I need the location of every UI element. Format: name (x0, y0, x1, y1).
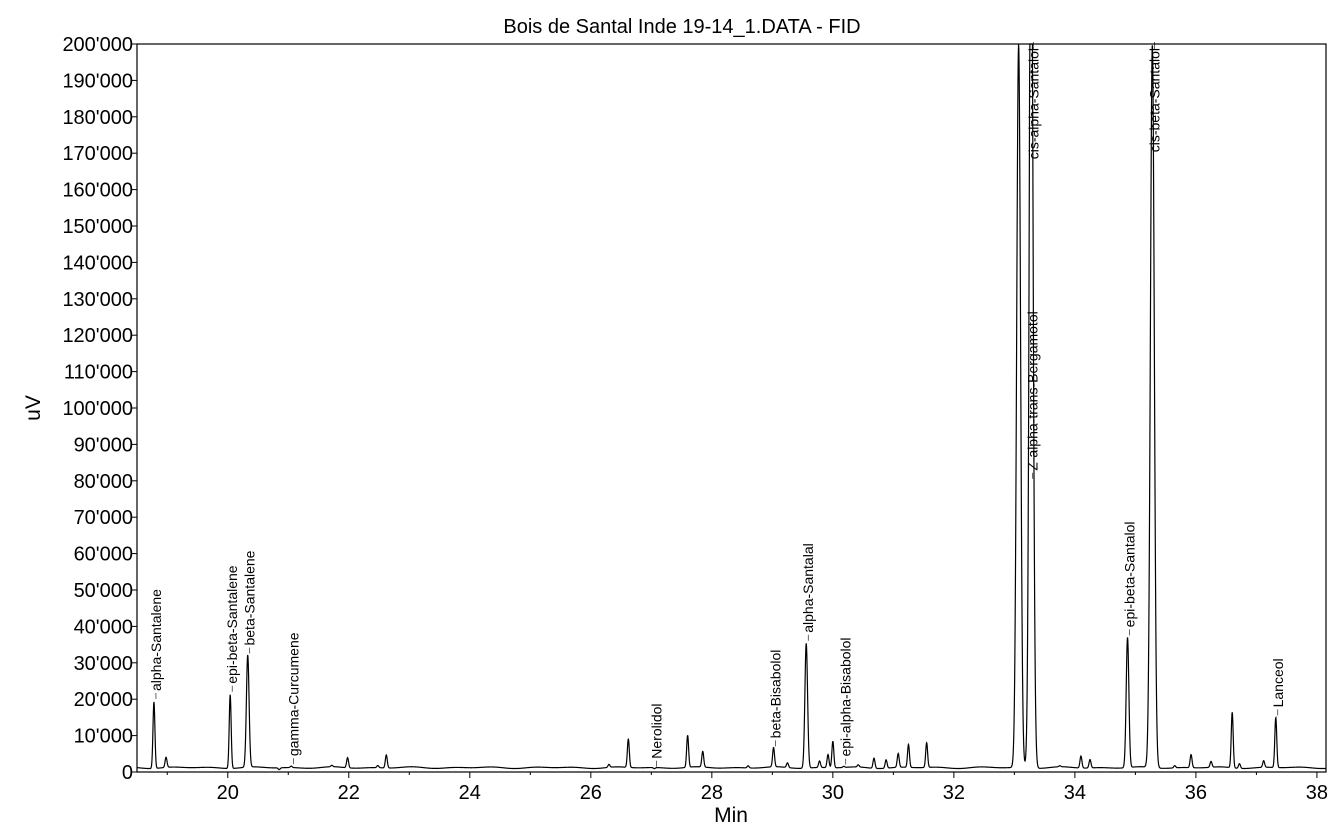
x-tick-label: 34 (1064, 782, 1086, 804)
y-tick-label: 40'000 (74, 616, 133, 638)
peak-label-group: epi-beta-Santalene (224, 565, 240, 692)
y-tick-label: 160'000 (62, 180, 133, 202)
peak-label-group: alpha-Santalal (800, 543, 816, 641)
peak-label: beta-Bisabolol (768, 650, 784, 739)
y-tick-label: 70'000 (74, 507, 133, 529)
peak-label-group: beta-Santalene (242, 550, 258, 654)
peak-label: alpha-Santalene (148, 589, 164, 691)
peak-label: epi-beta-Santalol (1122, 521, 1138, 627)
x-axis-label: Min (714, 804, 748, 827)
x-tick-label: 26 (580, 782, 602, 804)
peak-labels: alpha-Santalene epi-beta-Santalene beta-Sa… (148, 42, 1286, 767)
plot-frame (136, 43, 1327, 773)
peak-label: Lanceol (1270, 658, 1286, 707)
x-tick-label: 30 (822, 782, 844, 804)
x-tick-label: 32 (943, 782, 965, 804)
peak-label: beta-Santalene (242, 550, 258, 645)
peak-label-group: alpha-Santalene (148, 589, 164, 700)
fid-trace-line (136, 43, 1327, 771)
y-tick-label: 150'000 (62, 216, 133, 238)
peak-label: Nerolidol (648, 703, 664, 758)
y-tick-label: 0 (122, 762, 133, 784)
x-tick-label: 22 (338, 782, 360, 804)
x-tick-label: 24 (459, 782, 481, 804)
y-tick-label: 100'000 (62, 398, 133, 420)
plot-area (136, 43, 1327, 771)
axis-ticks (132, 43, 1318, 778)
peak-label-group: Nerolidol (648, 703, 664, 767)
peak-label-group: cis-alpha-Santalol (1025, 42, 1041, 159)
y-tick-label: 10'000 (74, 726, 133, 748)
y-tick-label: 170'000 (62, 143, 133, 165)
y-tick-label: 20'000 (74, 689, 133, 711)
chart-title: Bois de Santal Inde 19-14_1.DATA - FID (503, 16, 860, 38)
peak-label: epi-alpha-Bisabolol (838, 637, 854, 756)
y-tick-label: 190'000 (62, 70, 133, 92)
peak-label-group: beta-Bisabolol (768, 650, 784, 747)
y-tick-label: 60'000 (74, 544, 133, 566)
y-tick-label: 110'000 (64, 362, 133, 384)
y-tick-label: 80'000 (74, 471, 133, 493)
y-tick-label: 50'000 (74, 580, 133, 602)
peak-label: alpha-Santalal (800, 543, 816, 633)
y-tick-label: 140'000 (62, 252, 133, 274)
peak-label-group: gamma-Curcumene (285, 632, 301, 765)
x-tick-label: 36 (1185, 782, 1207, 804)
peak-label: Z-alpha-trans-Bergamotol (1025, 311, 1041, 471)
y-tick-label: 130'000 (62, 289, 133, 311)
peak-label: cis-alpha-Santalol (1025, 48, 1041, 159)
x-tick-label: 28 (701, 782, 723, 804)
y-tick-label: 120'000 (62, 325, 133, 347)
y-tick-label: 200'000 (62, 34, 133, 56)
y-tick-label: 30'000 (74, 653, 133, 675)
y-axis-label: uV (22, 395, 45, 421)
peak-label-group: Lanceol (1270, 658, 1286, 716)
peak-label: cis-beta-Santalol (1146, 48, 1162, 152)
x-tick-labels: 20 22 24 26 28 30 32 34 36 38 (217, 782, 1328, 804)
y-tick-label: 90'000 (74, 434, 133, 456)
peak-label: gamma-Curcumene (285, 632, 301, 756)
peak-label-group: Z-alpha-trans-Bergamotol (1025, 311, 1041, 479)
peak-label-group: epi-beta-Santalol (1122, 521, 1138, 636)
y-tick-label: 180'000 (62, 107, 133, 129)
peak-label-group: cis-beta-Santalol (1146, 42, 1162, 152)
x-tick-label: 38 (1306, 782, 1328, 804)
x-tick-label: 20 (217, 782, 239, 804)
peak-label: epi-beta-Santalene (224, 565, 240, 684)
peak-label-group: epi-alpha-Bisabolol (838, 637, 854, 765)
y-tick-labels: 0 10'000 20'000 30'000 40'000 50'000 60'000 70'… (62, 34, 133, 784)
